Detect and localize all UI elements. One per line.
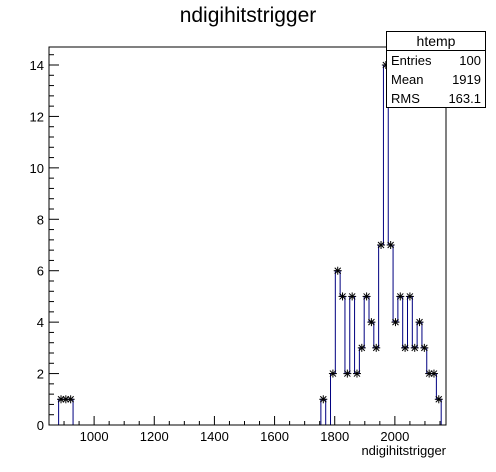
stats-entries-row: Entries 100 bbox=[387, 51, 485, 70]
bin-marker bbox=[377, 241, 386, 249]
bin-marker bbox=[372, 343, 381, 352]
bin-marker bbox=[319, 395, 328, 404]
x-tick-label: 1400 bbox=[200, 429, 229, 444]
bin-marker bbox=[357, 343, 366, 352]
x-tick-label: 1200 bbox=[140, 429, 169, 444]
bin-marker bbox=[362, 292, 371, 301]
bin-marker bbox=[66, 395, 75, 404]
y-tick-label: 6 bbox=[37, 264, 44, 279]
bin-marker bbox=[343, 369, 352, 378]
y-tick-label: 10 bbox=[30, 161, 44, 176]
y-tick-label: 0 bbox=[37, 418, 44, 433]
plot-frame bbox=[48, 46, 447, 426]
stats-rms-value: 163.1 bbox=[448, 91, 481, 106]
histogram-layer bbox=[57, 61, 443, 425]
bin-marker bbox=[405, 292, 414, 301]
bin-marker bbox=[396, 292, 405, 301]
stats-entries-label: Entries bbox=[391, 53, 432, 68]
bin-marker bbox=[352, 369, 361, 378]
stats-mean-value: 1919 bbox=[452, 72, 481, 87]
x-tick-label: 1800 bbox=[320, 429, 349, 444]
y-tick-label: 2 bbox=[37, 367, 44, 382]
axes-layer: 1000 1200 1400 1600 1800 2000 0 2 4 6 8 10 12 14 bbox=[30, 46, 447, 444]
x-tick-label: 2000 bbox=[380, 429, 409, 444]
chart-title: ndigihitstrigger bbox=[179, 4, 317, 27]
bin-marker bbox=[386, 241, 395, 249]
y-tick-label: 4 bbox=[37, 315, 44, 330]
bin-marker bbox=[429, 369, 438, 378]
stats-box-title: htemp bbox=[387, 32, 485, 51]
bin-marker bbox=[348, 292, 357, 301]
bin-marker bbox=[333, 266, 342, 275]
bin-marker bbox=[328, 369, 337, 378]
bin-marker bbox=[391, 318, 400, 327]
bin-marker bbox=[415, 318, 424, 327]
x-tick-label: 1000 bbox=[80, 429, 109, 444]
stats-entries-value: 100 bbox=[459, 53, 481, 68]
stats-rms-row: RMS 163.1 bbox=[387, 89, 485, 108]
stats-rms-label: RMS bbox=[391, 91, 420, 106]
y-tick-label: 8 bbox=[37, 212, 44, 227]
stats-box: htemp Entries 100 Mean 1919 RMS 163.1 bbox=[386, 31, 486, 108]
y-tick-label: 12 bbox=[30, 109, 44, 124]
x-tick-label: 1600 bbox=[260, 429, 289, 444]
bin-marker bbox=[410, 343, 419, 352]
bin-marker bbox=[434, 395, 443, 404]
bin-marker bbox=[367, 318, 376, 327]
stats-mean-label: Mean bbox=[391, 72, 424, 87]
stats-mean-row: Mean 1919 bbox=[387, 70, 485, 89]
bin-marker bbox=[420, 343, 429, 352]
bin-marker bbox=[338, 292, 347, 301]
bin-marker bbox=[401, 343, 410, 352]
y-tick-label: 14 bbox=[30, 58, 44, 73]
x-axis-label: ndigihitstrigger bbox=[361, 443, 446, 458]
bin-marker bbox=[425, 369, 434, 378]
